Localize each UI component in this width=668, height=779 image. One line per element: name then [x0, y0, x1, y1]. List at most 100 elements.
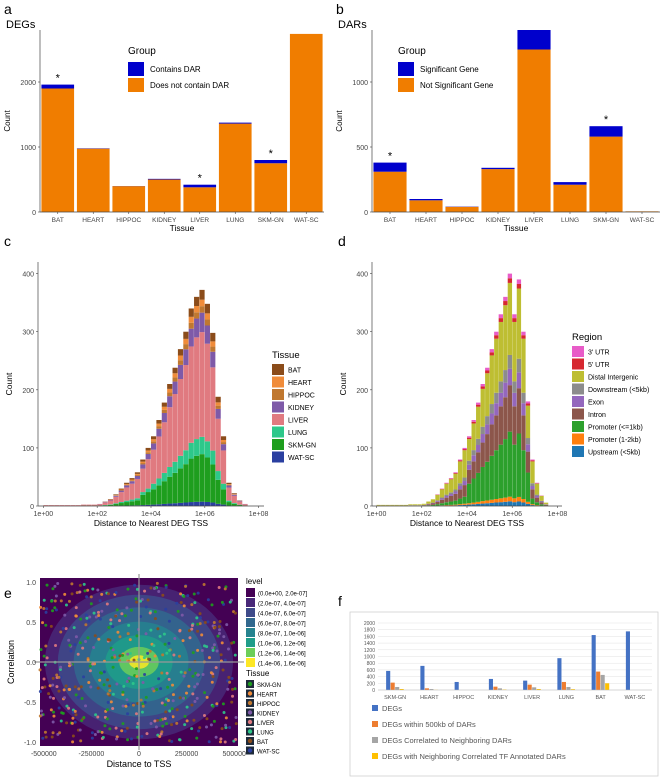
scatter-point — [115, 608, 119, 612]
scatter-point — [126, 632, 130, 636]
scatter-point — [145, 732, 149, 736]
hist-bar — [530, 460, 535, 462]
hist-bar — [476, 438, 481, 445]
hist-bar — [521, 450, 526, 500]
scatter-point — [82, 675, 86, 679]
scatter-point — [191, 651, 195, 655]
scatter-point — [90, 731, 94, 735]
bar-LIVER-significant-gene — [517, 30, 551, 50]
scatter-point — [202, 582, 206, 586]
scatter-point — [64, 684, 68, 688]
scatter-point — [114, 726, 118, 730]
scatter-point — [54, 594, 58, 598]
hist-bar — [194, 312, 200, 319]
hist-bar — [471, 420, 476, 422]
scatter-point — [181, 639, 185, 643]
hist-bar — [453, 472, 458, 473]
panel-d: d 0 100 200 300 400 Count 1e+00 1e+02 1e+04 1e+06 1… — [338, 233, 649, 528]
hist-bar — [118, 490, 124, 493]
scatter-point — [67, 638, 71, 642]
hist-bar — [231, 495, 237, 504]
hist-bar — [525, 444, 531, 452]
hist-bar — [444, 502, 449, 506]
hist-bar — [156, 426, 162, 429]
scatter-point — [193, 699, 197, 703]
hist-bar — [494, 392, 499, 404]
hist-bar — [507, 354, 513, 369]
hist-bar — [507, 282, 513, 355]
scatter-point — [89, 685, 93, 689]
scatter-point — [190, 624, 194, 628]
hist-bar — [485, 500, 490, 504]
scatter-point — [203, 691, 207, 695]
y-tick-label: 0 — [30, 504, 34, 511]
scatter-point — [166, 699, 170, 703]
hist-bar — [199, 306, 205, 313]
hist-bar — [231, 493, 237, 494]
x-tick-label: SKM-GN — [384, 695, 406, 701]
panel-letter: c — [4, 233, 11, 249]
scatter-point — [200, 648, 204, 652]
scatter-point — [96, 588, 100, 592]
y-axis-label: Count — [338, 372, 348, 395]
legend-swatch — [572, 421, 584, 432]
hist-bar — [543, 502, 549, 505]
significance-star: * — [388, 151, 393, 163]
bar-BAT — [591, 635, 596, 690]
hist-bar — [489, 404, 494, 414]
bar-LUNG — [566, 686, 571, 690]
hist-bar — [512, 406, 517, 445]
scatter-point — [175, 721, 179, 725]
scatter-point — [214, 735, 218, 739]
hist-bar — [448, 501, 454, 505]
scatter-point — [73, 709, 77, 713]
hist-bar — [471, 502, 476, 505]
scatter-point — [57, 689, 61, 693]
scatter-point — [233, 611, 237, 615]
hist-bar — [494, 403, 499, 416]
scatter-point — [213, 625, 217, 629]
scatter-point — [86, 636, 90, 640]
scatter-point — [196, 648, 200, 652]
hist-bar — [151, 504, 157, 506]
hist-bar — [480, 503, 485, 506]
hist-bar — [91, 504, 97, 506]
hist-bar — [220, 439, 227, 443]
scatter-point — [106, 700, 110, 704]
scatter-point — [40, 686, 44, 690]
scatter-point — [101, 735, 105, 739]
bar-HEART-does-not-contain-dar — [76, 148, 110, 212]
scatter-point — [126, 703, 130, 707]
bar-HEART — [424, 688, 429, 690]
legend-swatch — [572, 433, 584, 445]
scatter-point — [222, 635, 226, 639]
hist-bar — [444, 483, 449, 495]
hist-bar — [97, 504, 103, 506]
hist-bar — [226, 485, 232, 488]
hist-bar — [172, 373, 178, 378]
scatter-point — [125, 606, 129, 610]
scatter-point — [143, 673, 147, 677]
hist-bar — [161, 472, 167, 482]
hist-bar — [412, 504, 418, 506]
bar-LIVER-contains-dar — [183, 184, 217, 188]
hist-bar — [124, 484, 130, 486]
hist-bar — [215, 471, 221, 480]
bar-LUNG-does-not-contain-dar — [218, 123, 252, 212]
scatter-point — [74, 713, 78, 717]
scatter-point — [209, 723, 213, 727]
scatter-point — [127, 623, 131, 627]
scatter-point — [205, 695, 209, 699]
scatter-point — [44, 644, 48, 648]
panel-letter: b — [336, 1, 344, 17]
hist-bar — [161, 422, 167, 473]
y-tick-label: 1200 — [364, 648, 375, 654]
hist-bar — [70, 505, 76, 506]
hist-bar — [161, 402, 167, 407]
hist-bar — [516, 372, 522, 389]
scatter-point — [141, 702, 145, 706]
scatter-point — [65, 704, 69, 708]
hist-bar — [498, 314, 503, 319]
scatter-point — [152, 586, 156, 590]
hist-bar — [113, 495, 119, 497]
